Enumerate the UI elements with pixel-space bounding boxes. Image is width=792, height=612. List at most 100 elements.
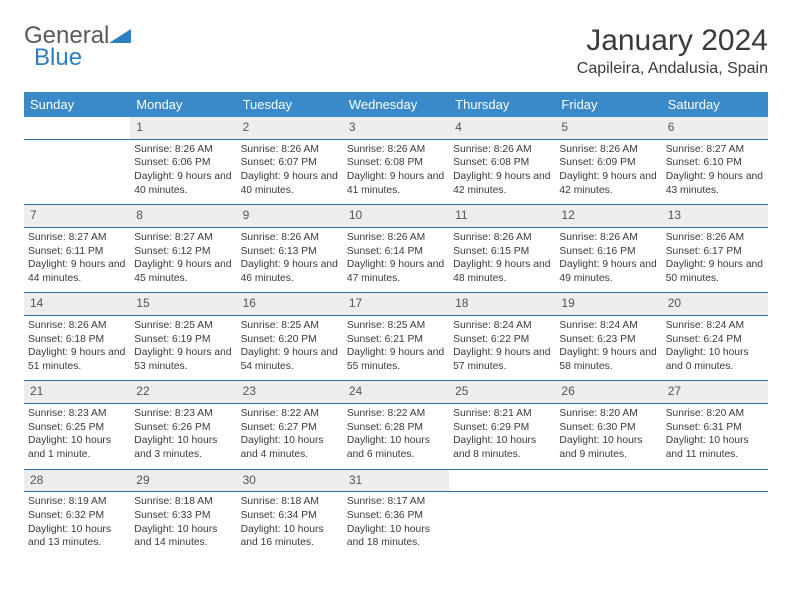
day-info-cell: Sunrise: 8:25 AMSunset: 6:20 PMDaylight:… bbox=[237, 316, 343, 381]
sunset-line: Sunset: 6:15 PM bbox=[453, 245, 551, 259]
day-info-cell: Sunrise: 8:23 AMSunset: 6:25 PMDaylight:… bbox=[24, 404, 130, 469]
sunrise-line: Sunrise: 8:26 AM bbox=[28, 319, 126, 333]
daylight-line: Daylight: 10 hours and 14 minutes. bbox=[134, 523, 232, 550]
day-number-cell: 4 bbox=[449, 117, 555, 139]
daynum-row: 14151617181920 bbox=[24, 293, 768, 316]
sunset-line: Sunset: 6:30 PM bbox=[559, 421, 657, 435]
day-number-cell: 9 bbox=[237, 205, 343, 228]
day-info-cell: Sunrise: 8:20 AMSunset: 6:30 PMDaylight:… bbox=[555, 404, 661, 469]
day-info-row: Sunrise: 8:19 AMSunset: 6:32 PMDaylight:… bbox=[24, 492, 768, 557]
sunset-line: Sunset: 6:17 PM bbox=[666, 245, 764, 259]
day-info-cell: Sunrise: 8:23 AMSunset: 6:26 PMDaylight:… bbox=[130, 404, 236, 469]
sunset-line: Sunset: 6:10 PM bbox=[666, 156, 764, 170]
brand-line2: Blue bbox=[34, 46, 131, 70]
day-number-cell bbox=[449, 469, 555, 492]
day-number-cell: 7 bbox=[24, 205, 130, 228]
sunset-line: Sunset: 6:08 PM bbox=[453, 156, 551, 170]
sunset-line: Sunset: 6:11 PM bbox=[28, 245, 126, 259]
title-block: January 2024 Capileira, Andalusia, Spain bbox=[577, 24, 768, 78]
sunrise-line: Sunrise: 8:20 AM bbox=[666, 407, 764, 421]
day-info-row: Sunrise: 8:23 AMSunset: 6:25 PMDaylight:… bbox=[24, 404, 768, 469]
daylight-line: Daylight: 10 hours and 9 minutes. bbox=[559, 434, 657, 461]
day-number-cell: 19 bbox=[555, 293, 661, 316]
sunrise-line: Sunrise: 8:22 AM bbox=[241, 407, 339, 421]
sunset-line: Sunset: 6:28 PM bbox=[347, 421, 445, 435]
sunset-line: Sunset: 6:13 PM bbox=[241, 245, 339, 259]
daylight-line: Daylight: 9 hours and 50 minutes. bbox=[666, 258, 764, 285]
sunrise-line: Sunrise: 8:26 AM bbox=[559, 143, 657, 157]
day-info-cell: Sunrise: 8:24 AMSunset: 6:23 PMDaylight:… bbox=[555, 316, 661, 381]
day-number-cell: 5 bbox=[555, 117, 661, 139]
triangle-icon bbox=[109, 24, 131, 48]
day-number-cell: 12 bbox=[555, 205, 661, 228]
day-info-cell: Sunrise: 8:26 AMSunset: 6:16 PMDaylight:… bbox=[555, 227, 661, 292]
day-info-cell: Sunrise: 8:26 AMSunset: 6:15 PMDaylight:… bbox=[449, 227, 555, 292]
sunrise-line: Sunrise: 8:26 AM bbox=[241, 231, 339, 245]
daylight-line: Daylight: 9 hours and 51 minutes. bbox=[28, 346, 126, 373]
daylight-line: Daylight: 9 hours and 49 minutes. bbox=[559, 258, 657, 285]
sunset-line: Sunset: 6:29 PM bbox=[453, 421, 551, 435]
day-number-cell: 18 bbox=[449, 293, 555, 316]
sunset-line: Sunset: 6:31 PM bbox=[666, 421, 764, 435]
day-number-cell: 11 bbox=[449, 205, 555, 228]
sunset-line: Sunset: 6:07 PM bbox=[241, 156, 339, 170]
weekday-header: Tuesday bbox=[237, 92, 343, 117]
day-number-cell: 25 bbox=[449, 381, 555, 404]
day-number-cell: 10 bbox=[343, 205, 449, 228]
daylight-line: Daylight: 10 hours and 13 minutes. bbox=[28, 523, 126, 550]
weekday-header: Sunday bbox=[24, 92, 130, 117]
sunrise-line: Sunrise: 8:25 AM bbox=[134, 319, 232, 333]
day-number-cell: 17 bbox=[343, 293, 449, 316]
sunset-line: Sunset: 6:24 PM bbox=[666, 333, 764, 347]
day-number-cell: 29 bbox=[130, 469, 236, 492]
daylight-line: Daylight: 9 hours and 42 minutes. bbox=[559, 170, 657, 197]
sunset-line: Sunset: 6:18 PM bbox=[28, 333, 126, 347]
sunrise-line: Sunrise: 8:26 AM bbox=[666, 231, 764, 245]
day-number-cell: 26 bbox=[555, 381, 661, 404]
day-info-cell: Sunrise: 8:25 AMSunset: 6:19 PMDaylight:… bbox=[130, 316, 236, 381]
sunrise-line: Sunrise: 8:22 AM bbox=[347, 407, 445, 421]
daylight-line: Daylight: 9 hours and 55 minutes. bbox=[347, 346, 445, 373]
day-info-cell bbox=[449, 492, 555, 557]
day-info-cell: Sunrise: 8:21 AMSunset: 6:29 PMDaylight:… bbox=[449, 404, 555, 469]
sunset-line: Sunset: 6:23 PM bbox=[559, 333, 657, 347]
day-info-cell: Sunrise: 8:27 AMSunset: 6:12 PMDaylight:… bbox=[130, 227, 236, 292]
daylight-line: Daylight: 9 hours and 44 minutes. bbox=[28, 258, 126, 285]
daynum-row: 78910111213 bbox=[24, 205, 768, 228]
day-number-cell: 14 bbox=[24, 293, 130, 316]
sunset-line: Sunset: 6:36 PM bbox=[347, 509, 445, 523]
day-info-cell: Sunrise: 8:26 AMSunset: 6:18 PMDaylight:… bbox=[24, 316, 130, 381]
sunset-line: Sunset: 6:26 PM bbox=[134, 421, 232, 435]
header: General Blue January 2024 Capileira, And… bbox=[24, 24, 768, 78]
sunrise-line: Sunrise: 8:26 AM bbox=[347, 143, 445, 157]
day-number-cell: 6 bbox=[662, 117, 768, 139]
day-number-cell: 13 bbox=[662, 205, 768, 228]
day-number-cell: 20 bbox=[662, 293, 768, 316]
daylight-line: Daylight: 10 hours and 11 minutes. bbox=[666, 434, 764, 461]
daylight-line: Daylight: 10 hours and 0 minutes. bbox=[666, 346, 764, 373]
daylight-line: Daylight: 9 hours and 57 minutes. bbox=[453, 346, 551, 373]
sunrise-line: Sunrise: 8:25 AM bbox=[241, 319, 339, 333]
day-info-row: Sunrise: 8:26 AMSunset: 6:18 PMDaylight:… bbox=[24, 316, 768, 381]
sunset-line: Sunset: 6:16 PM bbox=[559, 245, 657, 259]
day-info-cell bbox=[662, 492, 768, 557]
location-subtitle: Capileira, Andalusia, Spain bbox=[577, 60, 768, 78]
sunrise-line: Sunrise: 8:23 AM bbox=[134, 407, 232, 421]
day-info-cell: Sunrise: 8:18 AMSunset: 6:34 PMDaylight:… bbox=[237, 492, 343, 557]
calendar-body: 123456 Sunrise: 8:26 AMSunset: 6:06 PMDa… bbox=[24, 117, 768, 557]
day-number-cell: 8 bbox=[130, 205, 236, 228]
sunset-line: Sunset: 6:27 PM bbox=[241, 421, 339, 435]
day-info-cell: Sunrise: 8:24 AMSunset: 6:22 PMDaylight:… bbox=[449, 316, 555, 381]
day-info-cell: Sunrise: 8:22 AMSunset: 6:27 PMDaylight:… bbox=[237, 404, 343, 469]
sunset-line: Sunset: 6:21 PM bbox=[347, 333, 445, 347]
sunrise-line: Sunrise: 8:18 AM bbox=[241, 495, 339, 509]
sunset-line: Sunset: 6:33 PM bbox=[134, 509, 232, 523]
sunset-line: Sunset: 6:22 PM bbox=[453, 333, 551, 347]
day-number-cell: 16 bbox=[237, 293, 343, 316]
day-number-cell bbox=[555, 469, 661, 492]
weekday-header: Saturday bbox=[662, 92, 768, 117]
daylight-line: Daylight: 10 hours and 6 minutes. bbox=[347, 434, 445, 461]
day-info-cell: Sunrise: 8:26 AMSunset: 6:07 PMDaylight:… bbox=[237, 139, 343, 204]
day-info-cell: Sunrise: 8:22 AMSunset: 6:28 PMDaylight:… bbox=[343, 404, 449, 469]
day-info-cell: Sunrise: 8:26 AMSunset: 6:17 PMDaylight:… bbox=[662, 227, 768, 292]
